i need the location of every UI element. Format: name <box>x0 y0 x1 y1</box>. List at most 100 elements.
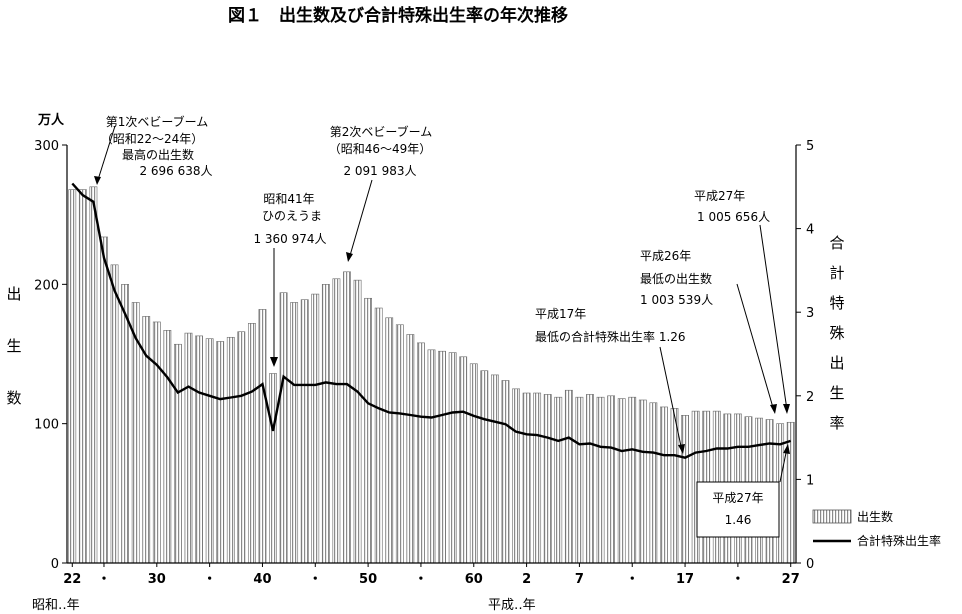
x-tick-label: ・ <box>731 572 744 587</box>
left-tick-label: 100 <box>34 418 59 433</box>
births-bar <box>533 392 542 564</box>
births-bars <box>68 186 795 564</box>
annotation-text: 1 003 539人 <box>640 293 713 307</box>
x-tick-label: 30 <box>148 572 166 587</box>
left-axis-title-char: 出 <box>6 285 21 303</box>
x-tick-label: ・ <box>414 572 427 587</box>
right-tick-label: 3 <box>806 306 814 321</box>
right-axis-title-char: 率 <box>829 414 844 432</box>
births-bar <box>321 284 330 564</box>
right-axis-ticks: 0 1 2 3 4 5 <box>796 139 814 572</box>
births-bar <box>237 331 246 564</box>
annotation-arrow <box>759 224 788 411</box>
x-tick-label: ・ <box>203 572 216 587</box>
x-era-label-heisei: 平成‥年 <box>488 598 536 613</box>
births-bar <box>395 324 404 564</box>
left-tick-label: 200 <box>34 278 59 293</box>
x-tick-label: 50 <box>359 572 377 587</box>
x-tick-label: ・ <box>626 572 639 587</box>
births-bar <box>100 236 108 564</box>
annotation-text: 平成27年 <box>694 189 745 203</box>
births-bar <box>628 396 637 564</box>
births-bar <box>459 356 468 564</box>
right-tick-label: 4 <box>806 223 814 238</box>
births-bar <box>269 373 277 564</box>
x-tick-label: 60 <box>465 572 483 587</box>
x-era-label-showa: 昭和‥年 <box>32 598 80 613</box>
births-bar <box>522 392 531 564</box>
x-tick-label: 7 <box>575 572 584 587</box>
x-tick-label: 22 <box>63 572 81 587</box>
births-bar <box>184 332 193 564</box>
x-tick-label: 40 <box>253 572 271 587</box>
x-tick-label: ・ <box>309 572 322 587</box>
left-tick-label: 300 <box>34 139 59 154</box>
annotation-text: 最低の合計特殊出生率 1.26 <box>535 329 686 344</box>
births-bar <box>564 389 573 564</box>
annotation-heisei26: 平成26年 最低の出生数 1 003 539人 <box>640 249 777 414</box>
annotation-arrowhead <box>346 252 353 262</box>
births-bar <box>617 398 626 564</box>
births-bar <box>501 380 510 564</box>
right-axis-title-char: 殊 <box>829 324 844 342</box>
annotation-first-baby-boom: 第1次ベビーブーム （昭和22～24年） 最高の出生数 2 696 638人 <box>94 114 213 185</box>
left-axis-title: 出生数 <box>6 285 21 407</box>
annotation-text: 2 091 983人 <box>343 164 416 178</box>
births-bar <box>205 338 214 564</box>
births-bar <box>68 189 77 564</box>
births-bar <box>575 396 584 564</box>
annotation-heisei27-births: 平成27年 1 005 656人 <box>694 189 790 414</box>
annotation-arrow <box>348 179 373 260</box>
births-bar <box>353 279 362 564</box>
annotation-arrow <box>736 283 775 412</box>
births-bar <box>417 342 425 564</box>
right-tick-label: 0 <box>806 557 814 572</box>
x-tick-label: ・ <box>97 572 110 587</box>
annotation-second-baby-boom: 第2次ベビーブーム （昭和46～49年） 2 091 983人 <box>329 124 433 262</box>
annotation-text: （昭和46～49年） <box>329 142 432 156</box>
legend-bar-label: 出生数 <box>857 509 893 524</box>
births-bar <box>226 336 235 564</box>
fertility-rate-line <box>71 182 792 459</box>
annotation-heisei27-rate: 平成27年 1.46 <box>696 444 790 538</box>
right-tick-label: 2 <box>806 390 814 405</box>
births-bar <box>438 350 446 564</box>
legend: 出生数 合計特殊出生率 <box>812 509 941 548</box>
births-bar <box>247 323 256 564</box>
left-unit-label: 万人 <box>37 112 65 128</box>
births-bar <box>343 271 351 564</box>
annotation-text: ひのえうま <box>262 209 322 223</box>
births-bar <box>607 395 616 564</box>
births-bar <box>374 307 383 564</box>
births-bar <box>469 363 478 564</box>
left-tick-label: 0 <box>51 557 59 572</box>
annotation-arrow <box>779 447 788 483</box>
annotation-text: 第1次ベビーブーム <box>106 114 209 129</box>
births-bar <box>543 394 552 564</box>
right-axis-title-char: 計 <box>829 264 844 282</box>
births-bar <box>480 370 489 564</box>
births-bar <box>89 186 98 564</box>
left-axis-title-char: 数 <box>6 389 21 407</box>
births-bar <box>512 388 520 564</box>
births-bar <box>279 292 288 564</box>
annotation-text: 1.46 <box>725 513 752 527</box>
annotation-arrowhead <box>270 357 278 367</box>
legend-line-label: 合計特殊出生率 <box>857 533 941 548</box>
annotation-text: 第2次ベビーブーム <box>330 124 433 139</box>
births-bar <box>216 341 225 564</box>
annotation-arrowhead <box>94 176 101 185</box>
births-bar <box>174 343 182 564</box>
right-axis-title-char: 出 <box>829 354 844 372</box>
births-bar <box>258 309 267 564</box>
births-bar <box>195 335 203 564</box>
annotation-text: 1 360 974人 <box>253 232 326 246</box>
annotation-heisei17: 平成17年 最低の合計特殊出生率 1.26 <box>535 307 686 454</box>
births-bar <box>311 293 320 564</box>
annotation-arrow <box>96 125 116 184</box>
births-bar <box>586 394 594 564</box>
annotation-text: 昭和41年 <box>263 192 314 206</box>
births-bar <box>490 374 499 564</box>
annotation-text: 最高の出生数 <box>122 147 194 162</box>
right-axis-title-char: 特 <box>829 294 844 312</box>
